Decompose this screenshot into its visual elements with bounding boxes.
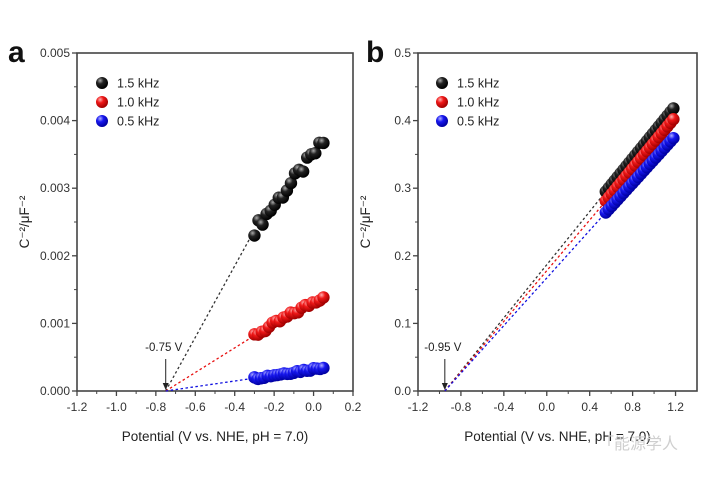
x-axis-title: Potential (V vs. NHE, pH = 7.0)	[464, 429, 650, 444]
fit-line	[165, 377, 255, 392]
fit-line	[444, 200, 607, 392]
legend-label: 1.0 kHz	[117, 96, 159, 110]
legend-marker	[436, 77, 448, 89]
data-point	[317, 361, 330, 375]
y-tick-label: 0.001	[40, 316, 70, 330]
x-axis-title: Potential (V vs. NHE, pH = 7.0)	[122, 429, 308, 444]
y-tick-label: 0.5	[394, 46, 411, 60]
x-tick-label: 0.4	[581, 400, 598, 414]
watermark: 「能源学人	[598, 434, 679, 453]
panel-label: b	[366, 36, 384, 69]
legend-marker	[96, 77, 108, 89]
data-point	[317, 136, 330, 150]
y-tick-label: 0.4	[394, 114, 411, 128]
x-tick-label: 0.0	[538, 400, 555, 414]
panel-a: a -1.2 -1.0 -0.8 -0.6 -0.4 -0.2 0.0 0.2 0.000 0.00…	[8, 36, 362, 444]
data-point	[667, 131, 680, 145]
x-tick-label: 0.0	[305, 400, 322, 414]
legend-label: 1.5 kHz	[117, 77, 159, 91]
data-point	[309, 147, 322, 160]
data-point	[296, 165, 310, 178]
panel-label: a	[8, 36, 25, 69]
x-tick-label: -0.6	[185, 400, 206, 414]
fit-line	[444, 212, 607, 392]
x-tick-label: -0.8	[146, 400, 167, 414]
y-tick-label: 0.005	[40, 46, 70, 60]
legend-marker	[96, 96, 108, 108]
annotation-label: -0.95 V	[424, 342, 461, 354]
fit-line	[165, 335, 255, 392]
annotation-label: -0.75 V	[145, 342, 182, 354]
y-tick-label: 0.1	[394, 316, 411, 330]
x-tick-label: 0.8	[624, 400, 641, 414]
legend-marker	[436, 115, 448, 127]
legend-marker	[96, 115, 108, 127]
legend-marker	[436, 96, 448, 108]
legend-label: 1.5 kHz	[457, 77, 499, 91]
y-tick-label: 0.003	[40, 181, 70, 195]
annotation-arrowhead	[441, 383, 448, 390]
data-point	[667, 102, 680, 115]
x-tick-label: -0.8	[451, 400, 472, 414]
legend-label: 1.0 kHz	[457, 96, 499, 110]
legend-label: 0.5 kHz	[457, 115, 499, 129]
x-tick-label: -1.2	[408, 400, 429, 414]
x-tick-label: -1.2	[67, 400, 88, 414]
legend-label: 0.5 kHz	[117, 115, 159, 129]
data-point	[284, 176, 298, 190]
data-point	[667, 113, 680, 126]
y-tick-label: 0.3	[394, 181, 411, 195]
fit-line	[444, 191, 607, 392]
x-tick-label: 0.2	[345, 400, 362, 414]
y-tick-label: 0.2	[394, 249, 411, 263]
data-point	[256, 218, 269, 231]
data-point	[248, 229, 261, 242]
y-tick-label: 0.000	[40, 384, 70, 398]
x-tick-label: -1.0	[106, 400, 127, 414]
x-tick-label: -0.2	[264, 400, 285, 414]
y-axis-title: C⁻²/μF⁻²	[358, 195, 373, 248]
annotation-arrowhead	[162, 383, 169, 390]
x-tick-label: -0.4	[224, 400, 245, 414]
y-axis-title: C⁻²/μF⁻²	[17, 195, 32, 248]
fit-line	[165, 229, 255, 392]
x-tick-label: -0.4	[494, 400, 515, 414]
y-tick-label: 0.004	[40, 114, 70, 128]
panel-b: b -1.2 -0.8 -0.4 0.0 0.4 0.8 1.2 0.0 0.1 0.2 0.3 0.4…	[358, 36, 698, 444]
y-tick-label: 0.0	[394, 384, 411, 398]
data-point	[317, 291, 330, 304]
y-tick-label: 0.002	[40, 249, 70, 263]
x-tick-label: 1.2	[667, 400, 684, 414]
